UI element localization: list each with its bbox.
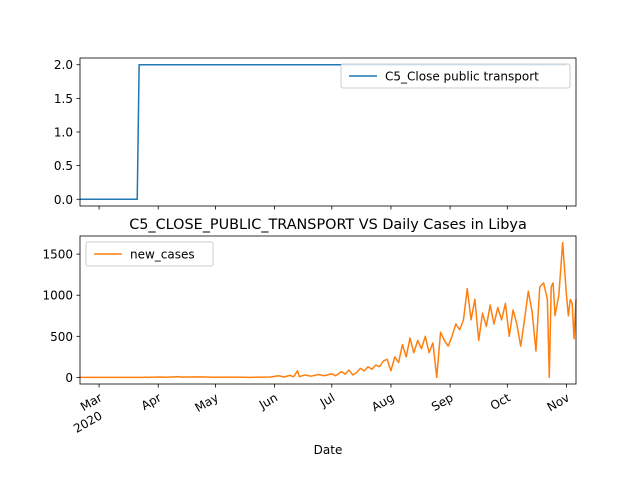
x-tick-label: Jul [317, 390, 337, 410]
axes-frame [79, 235, 577, 385]
legend-box [85, 241, 214, 267]
y-tick-label: 0 [65, 371, 73, 385]
y-tick-label: 500 [50, 330, 73, 344]
x-axis-label: Date [314, 443, 343, 457]
series-line-new-cases [80, 241, 577, 379]
y-tick-label: 0.5 [54, 159, 73, 173]
plot-title: C5_CLOSE_PUBLIC_TRANSPORT VS Daily Cases… [129, 217, 527, 233]
y-tick-label: 1000 [42, 289, 73, 303]
y-tick-label: 0.0 [54, 193, 73, 207]
legend-label: C5_Close public transport [385, 70, 539, 84]
y-tick-label: 1500 [42, 248, 73, 262]
y-tick-label: 1.0 [54, 126, 73, 140]
transport-plot: 0.0 0.5 1.0 1.5 2.0 C5_Close public transport [54, 57, 577, 210]
y-tick-label: 2.0 [54, 58, 73, 72]
y-tick-label: 1.5 [54, 92, 73, 106]
legend-label: new_cases [130, 248, 195, 262]
legend-box [340, 63, 571, 89]
